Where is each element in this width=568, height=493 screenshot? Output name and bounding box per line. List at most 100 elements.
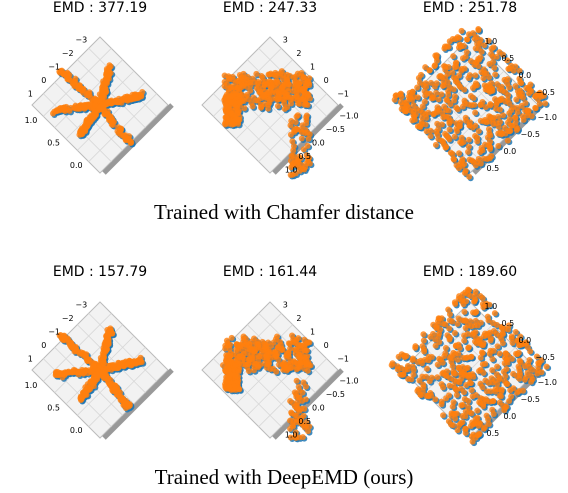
tick-label: 1.0 (25, 381, 38, 390)
point (234, 116, 240, 122)
point (260, 75, 266, 81)
point (262, 101, 268, 107)
point (279, 68, 285, 74)
point (495, 114, 501, 120)
point (252, 349, 258, 355)
tick-label: −1 (337, 355, 349, 364)
point (125, 362, 131, 368)
caption: Trained with Chamfer distance (154, 200, 414, 224)
point (245, 361, 251, 367)
point (495, 343, 501, 349)
point (99, 89, 105, 95)
point (443, 114, 449, 120)
point (409, 357, 415, 363)
point (302, 348, 308, 354)
tick-label: 1 (28, 355, 33, 364)
point (486, 143, 492, 149)
point (224, 360, 230, 366)
point (499, 84, 505, 90)
point (482, 82, 488, 88)
point (505, 138, 511, 144)
tick-label: 0.5 (47, 404, 60, 413)
point (76, 369, 82, 375)
point (86, 120, 92, 126)
tick-label: −1 (48, 328, 60, 337)
tick-label: 0.5 (47, 139, 60, 148)
point (273, 336, 279, 342)
point (401, 371, 407, 377)
point (293, 79, 299, 85)
point (107, 382, 113, 388)
point (442, 67, 448, 73)
point (273, 353, 279, 359)
panel: EMD : 247.333210−1−1.0−0.50.00.51.0 (202, 0, 359, 179)
tick-label: −0.5 (536, 88, 555, 97)
point (438, 91, 444, 97)
point (244, 340, 250, 346)
point (492, 96, 498, 102)
tick-label: −1.0 (339, 111, 358, 120)
point (440, 412, 446, 418)
point (451, 377, 457, 383)
point (449, 319, 455, 325)
point (421, 337, 427, 343)
point (497, 107, 503, 113)
point (60, 105, 66, 111)
tick-label: 0 (41, 76, 46, 85)
point (419, 119, 425, 125)
point (103, 71, 109, 77)
point (296, 384, 302, 390)
point (473, 45, 479, 51)
panel-title: EMD : 247.33 (223, 0, 317, 16)
point (475, 56, 481, 62)
point (288, 100, 294, 106)
point (292, 389, 298, 395)
panel: EMD : 161.443210−1−1.0−0.50.00.51.0 (202, 264, 359, 442)
tick-label: 3 (283, 300, 288, 309)
tick-label: −3 (75, 300, 87, 309)
point (272, 70, 278, 76)
point (454, 128, 460, 134)
point (453, 36, 459, 42)
point (430, 94, 436, 100)
point (302, 164, 308, 170)
tick-label: 1 (310, 63, 315, 72)
point (300, 86, 306, 92)
point (502, 125, 508, 131)
tick-label: 0.0 (519, 71, 532, 80)
point (472, 83, 478, 89)
point (434, 58, 440, 64)
tick-label: 0.5 (298, 152, 311, 161)
point (463, 430, 469, 436)
point (118, 397, 124, 403)
point (236, 99, 242, 105)
point (453, 120, 459, 126)
point (90, 113, 96, 119)
tick-label: 0 (41, 341, 46, 350)
point (524, 107, 530, 113)
tick-label: 1.0 (25, 116, 38, 125)
point (249, 356, 255, 362)
point (238, 343, 244, 349)
point (93, 97, 99, 103)
point (506, 110, 512, 116)
point (288, 409, 294, 415)
point (494, 322, 500, 328)
point (505, 66, 511, 72)
point (253, 97, 259, 103)
point (105, 108, 111, 114)
point (494, 371, 500, 377)
point (466, 174, 472, 180)
tick-label: 0.0 (70, 161, 83, 170)
point (275, 103, 281, 109)
point (450, 363, 456, 369)
point (447, 311, 453, 317)
tick-label: 2 (296, 49, 301, 58)
point (298, 70, 304, 76)
tick-label: −0.5 (326, 390, 345, 399)
point (410, 89, 416, 95)
point (491, 65, 497, 71)
point (294, 378, 300, 384)
point (305, 130, 311, 136)
point (514, 390, 520, 396)
